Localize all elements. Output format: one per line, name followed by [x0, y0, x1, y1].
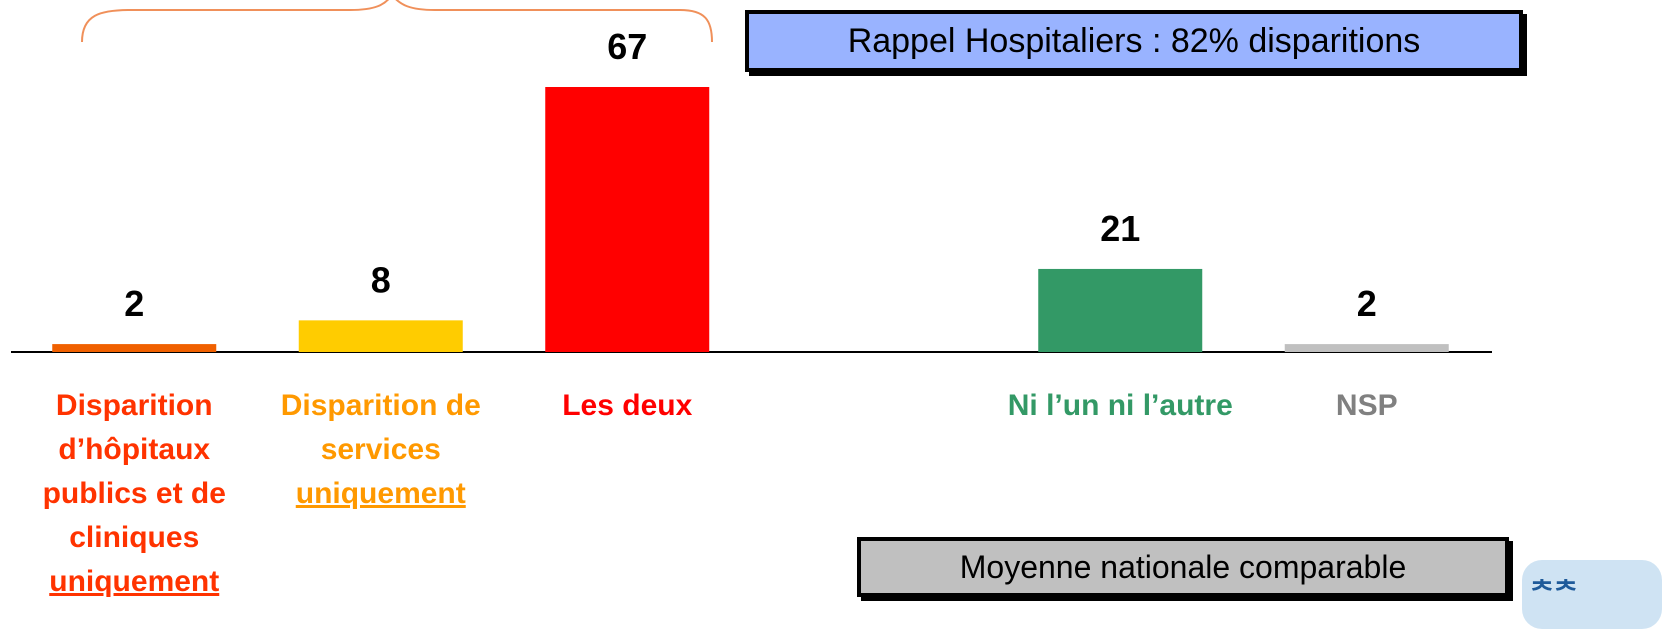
category-label: Disparition de services uniquement [280, 389, 481, 510]
svg-text:ᄎᄎ: ᄎᄎ [1530, 576, 1578, 606]
value-label: 21 [1100, 208, 1140, 249]
category-label: NSP [1335, 389, 1398, 422]
bar [52, 344, 217, 352]
logo: ᄎᄎ [1522, 560, 1662, 629]
category-label: Disparition d’hôpitaux publics et de cli… [42, 389, 226, 598]
bar [1038, 268, 1203, 352]
value-label: 67 [607, 26, 647, 67]
value-label: 2 [1357, 283, 1377, 324]
value-label: 8 [371, 259, 391, 300]
national-box: Moyenne nationale comparable [857, 537, 1509, 597]
category-label: Ni l’un ni l’autre [1007, 389, 1233, 422]
bar [1284, 344, 1449, 352]
brace [81, 0, 713, 43]
bar [298, 320, 463, 352]
bar [545, 87, 710, 352]
recall-box: Rappel Hospitaliers : 82% disparitions [745, 10, 1523, 72]
category-label: Les deux [562, 389, 693, 422]
value-label: 2 [124, 283, 144, 324]
